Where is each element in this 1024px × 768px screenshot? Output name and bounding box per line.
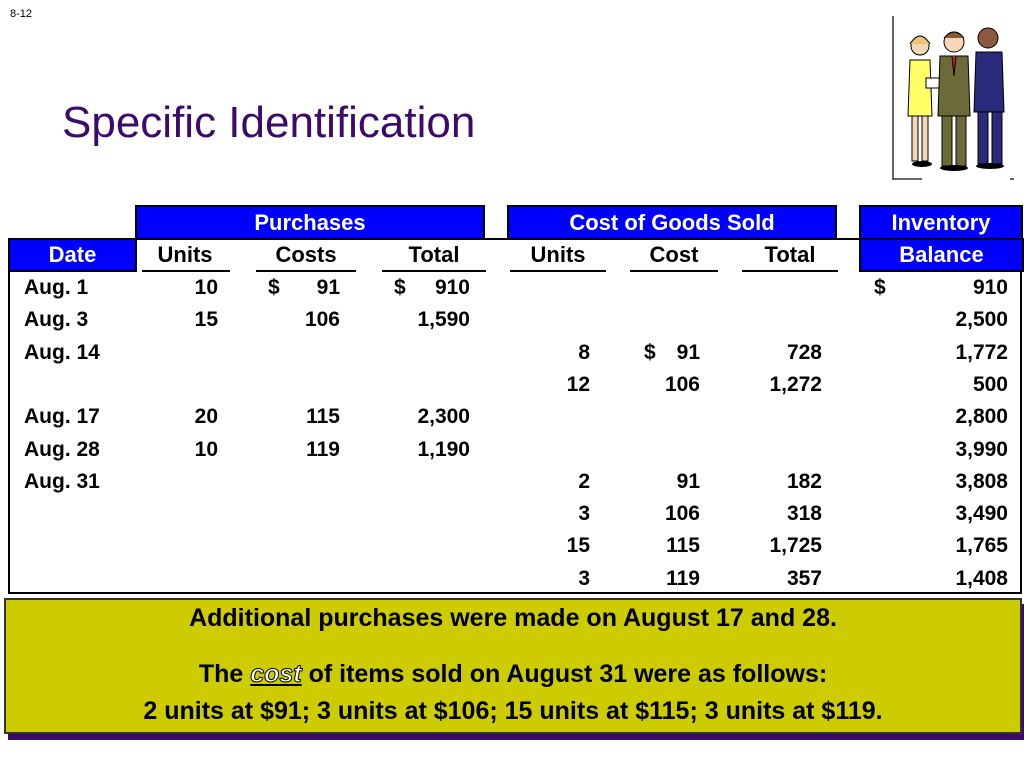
- cell-p-cost-sign: $: [268, 276, 280, 299]
- cell-p-units: 10: [194, 437, 218, 461]
- cell-p-units: 20: [194, 405, 218, 429]
- cell-c-units: 3: [578, 566, 590, 590]
- business-people-clipart: [892, 16, 1014, 180]
- cogs-cost-header: Cost: [649, 242, 699, 267]
- cell-p-total-sign: $: [394, 276, 406, 299]
- slide-number: 8-12: [10, 8, 33, 20]
- cell-c-cost-sign: $: [644, 340, 656, 364]
- cell-p-total: 1,190: [417, 437, 470, 461]
- cell-date: Aug. 3: [24, 308, 89, 332]
- cell-balance: 1,765: [955, 534, 1008, 558]
- note-line-3: 2 units at $91; 3 units at $106; 15 unit…: [143, 697, 883, 725]
- cell-p-total: 910: [434, 276, 470, 299]
- cell-date: Aug. 17: [24, 405, 100, 429]
- cell-c-cost: 91: [676, 340, 700, 364]
- cell-p-cost: 115: [306, 405, 340, 429]
- note-line-1: Additional purchases were made on August…: [189, 604, 837, 632]
- cell-c-units: 15: [566, 534, 590, 558]
- cell-c-units: 12: [566, 372, 590, 396]
- cell-bal-sign: $: [874, 276, 886, 299]
- cell-balance: 3,808: [955, 469, 1008, 493]
- cell-balance: 3,990: [955, 437, 1008, 461]
- cell-date: Aug. 1: [24, 276, 89, 299]
- cell-p-cost: 91: [316, 276, 340, 299]
- note-line-2-pre: The: [198, 660, 244, 688]
- cell-c-cost: 115: [666, 534, 700, 558]
- cell-c-total: 357: [786, 566, 822, 590]
- balance-header: Balance: [859, 238, 1024, 272]
- cell-balance: 1,772: [955, 340, 1008, 364]
- cell-p-cost: 119: [306, 437, 340, 461]
- cell-c-total: 1,272: [769, 372, 822, 396]
- cogs-units-header: Units: [530, 242, 586, 267]
- cell-balance: 910: [972, 276, 1008, 299]
- purchase-costs-header: Costs: [275, 242, 337, 267]
- cell-balance: 2,500: [955, 308, 1008, 332]
- cell-p-units: 15: [194, 308, 218, 332]
- cell-c-cost: 119: [666, 566, 700, 590]
- purchase-total-header: Total: [408, 242, 460, 267]
- cell-c-units: 2: [578, 469, 590, 493]
- purchase-units-header: Units: [157, 242, 213, 267]
- cell-balance: 500: [972, 372, 1008, 396]
- cell-c-cost: 106: [664, 502, 700, 526]
- cell-balance: 3,490: [955, 502, 1008, 526]
- cell-p-units: 10: [194, 276, 218, 299]
- cell-c-cost: 106: [664, 372, 700, 396]
- inventory-table: Date Balance Units Costs Total Units Cos…: [8, 238, 1024, 594]
- cell-c-cost: 91: [676, 469, 700, 493]
- cell-p-cost: 106: [304, 308, 340, 332]
- cell-c-units: 8: [578, 340, 590, 364]
- cell-c-total: 182: [786, 469, 822, 493]
- cogs-header: Cost of Goods Sold: [507, 205, 837, 240]
- cell-balance: 1,408: [955, 566, 1008, 590]
- cell-date: Aug. 31: [24, 469, 100, 493]
- cell-c-total: 318: [786, 502, 822, 526]
- cell-balance: 2,800: [955, 405, 1008, 429]
- cogs-total-header: Total: [764, 242, 816, 267]
- cell-c-total: 1,725: [769, 534, 822, 558]
- date-header: Date: [8, 238, 137, 272]
- note-line-2-post: of items sold on August 31 were as follo…: [308, 660, 828, 688]
- cell-c-units: 3: [578, 502, 590, 526]
- cell-date: Aug. 28: [24, 437, 100, 461]
- note-box: Additional purchases were made on August…: [4, 598, 1022, 734]
- cell-p-total: 1,590: [417, 308, 470, 332]
- note-cost-word: cost: [250, 660, 302, 689]
- cell-p-total: 2,300: [417, 405, 470, 429]
- cell-c-total: 728: [786, 340, 822, 364]
- cell-date: Aug. 14: [24, 340, 100, 364]
- inventory-header: Inventory: [859, 205, 1023, 240]
- note-line-2: The cost of items sold on August 31 were…: [6, 660, 1020, 689]
- slide-title: Specific Identification: [62, 98, 476, 147]
- purchases-header: Purchases: [135, 205, 485, 240]
